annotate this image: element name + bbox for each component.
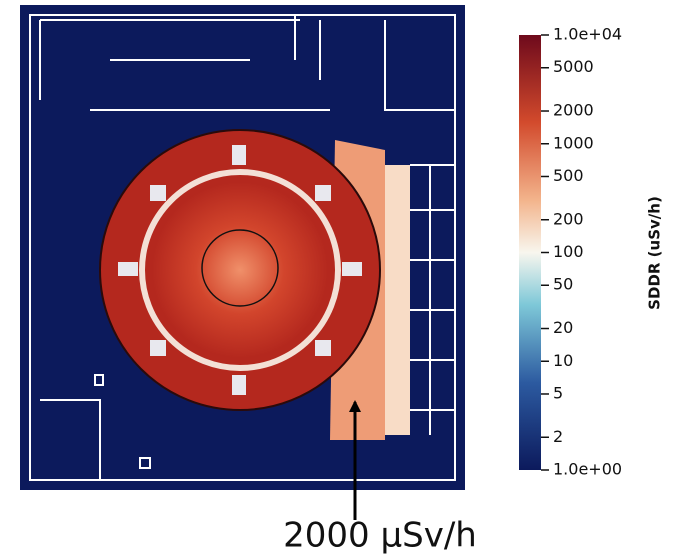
tick-label: 50 xyxy=(553,275,573,294)
tick-label: 1.0e+04 xyxy=(553,25,622,44)
colorbar-ticks: 1.0e+00 2 5 10 20 50 100 200 500 1000 2000 5000 1.0e… xyxy=(541,25,622,479)
colorbar xyxy=(519,35,541,470)
core xyxy=(152,182,328,358)
tick-label: 2000 xyxy=(553,101,594,120)
tick-label: 10 xyxy=(553,351,573,370)
tick-label: 2 xyxy=(553,427,563,446)
tick-label: 5 xyxy=(553,383,563,402)
tick-label: 500 xyxy=(553,166,584,185)
hot-region xyxy=(385,165,410,435)
tick-label: 1000 xyxy=(553,133,594,152)
tick-label: 20 xyxy=(553,318,573,337)
dose-map xyxy=(20,5,465,490)
tick-label: 100 xyxy=(553,242,584,261)
page: 1.0e+00 2 5 10 20 50 100 200 500 1000 2000 5000 1.0e… xyxy=(0,0,675,560)
tick-label: 1.0e+00 xyxy=(553,460,622,479)
tick-label: 200 xyxy=(553,209,584,228)
annotation: 2000 µSv/h xyxy=(283,516,477,556)
tick-label: 5000 xyxy=(553,57,594,76)
colorbar-label: SDDR (uSv/h) xyxy=(646,196,664,310)
